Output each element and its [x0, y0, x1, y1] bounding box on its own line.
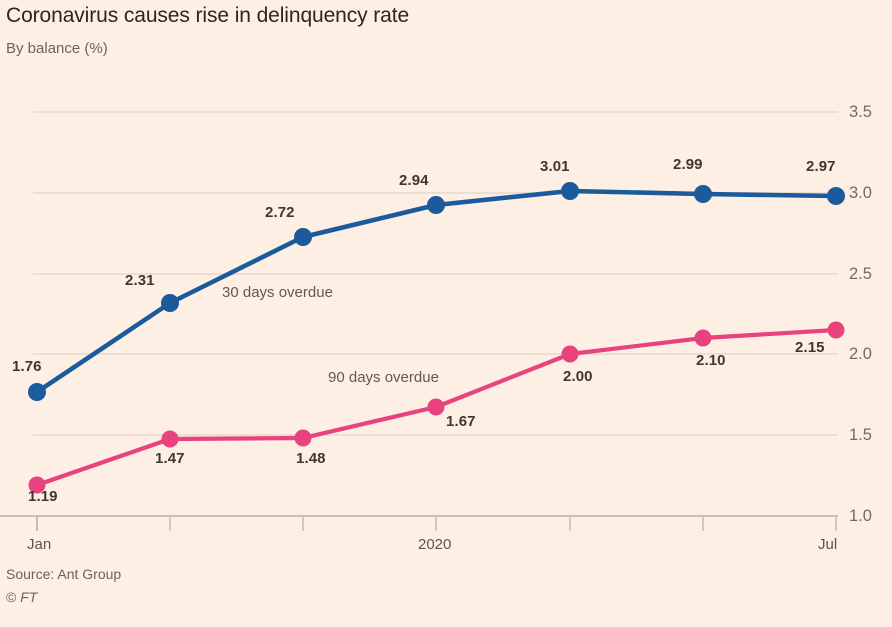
- point-30-days-3: [427, 196, 445, 214]
- y-tick-label-3-5: 3.5: [849, 103, 872, 121]
- series-annotation-90-days-overdue: 90 days overdue: [328, 369, 439, 386]
- y-tick-label-1-5: 1.5: [849, 426, 872, 444]
- value-label-30-days-5: 2.99: [673, 156, 703, 173]
- chart-title: Coronavirus causes rise in delinquency r…: [6, 4, 410, 27]
- point-30-days-4: [561, 182, 579, 200]
- value-label-30-days-2: 2.72: [265, 204, 295, 221]
- value-label-30-days-6: 2.97: [806, 158, 836, 175]
- point-90-days-6: [827, 321, 845, 339]
- value-label-90-days-0: 1.19: [28, 488, 58, 505]
- x-tick-label-jan: Jan: [27, 536, 52, 553]
- point-30-days-6: [827, 187, 845, 205]
- source-note: Source: Ant Group: [6, 566, 122, 582]
- point-90-days-0: [28, 476, 46, 494]
- y-tick-label-2-5: 2.5: [849, 265, 872, 283]
- point-90-days-2: [294, 429, 312, 447]
- ft-brand-label: FT: [20, 589, 38, 605]
- point-90-days-1: [161, 430, 179, 448]
- x-tick-label-2020: 2020: [418, 536, 452, 553]
- x-tick-label-jul: Jul: [818, 536, 838, 553]
- value-label-90-days-4: 2.00: [563, 368, 593, 385]
- value-label-90-days-1: 1.47: [155, 450, 185, 467]
- value-label-30-days-4: 3.01: [540, 158, 570, 175]
- value-label-90-days-5: 2.10: [696, 352, 726, 369]
- point-30-days-0: [28, 383, 46, 401]
- copyright-note: © FT: [6, 589, 37, 605]
- value-label-30-days-1: 2.31: [125, 272, 155, 289]
- value-label-90-days-6: 2.15: [795, 339, 825, 356]
- y-tick-label-3-0: 3.0: [849, 184, 872, 202]
- x-axis: [0, 515, 838, 531]
- y-tick-label-2-0: 2.0: [849, 345, 872, 363]
- value-label-30-days-0: 1.76: [12, 358, 42, 375]
- series-annotation-30-days-overdue: 30 days overdue: [222, 284, 333, 301]
- value-label-90-days-2: 1.48: [296, 450, 326, 467]
- value-label-90-days-3: 1.67: [446, 413, 476, 430]
- point-90-days-5: [694, 329, 712, 347]
- point-90-days-4: [561, 345, 579, 363]
- point-30-days-1: [161, 294, 179, 312]
- copyright-symbol: ©: [6, 589, 17, 605]
- chart-subtitle: By balance (%): [6, 40, 108, 57]
- point-90-days-3: [427, 398, 445, 416]
- series-30-days-overdue: [28, 182, 845, 401]
- point-30-days-5: [694, 185, 712, 203]
- y-tick-label-1-0: 1.0: [849, 507, 872, 525]
- value-label-30-days-3: 2.94: [399, 172, 429, 189]
- series-90-days-overdue: [28, 321, 845, 494]
- point-30-days-2: [294, 228, 312, 246]
